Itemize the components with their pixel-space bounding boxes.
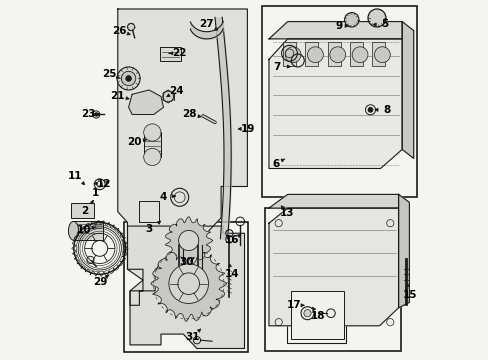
Bar <box>143 132 161 157</box>
Text: 5: 5 <box>381 19 388 30</box>
Polygon shape <box>268 22 401 39</box>
Text: 1: 1 <box>91 188 99 198</box>
Text: 13: 13 <box>279 208 294 218</box>
Polygon shape <box>401 22 413 158</box>
Circle shape <box>94 113 98 116</box>
Text: 22: 22 <box>171 48 186 58</box>
Text: 27: 27 <box>199 19 214 30</box>
Bar <box>71 203 94 218</box>
Text: 9: 9 <box>335 21 342 31</box>
Circle shape <box>117 67 140 90</box>
Bar <box>139 201 159 222</box>
Bar <box>123 222 247 352</box>
Text: 30: 30 <box>179 257 193 267</box>
Text: 7: 7 <box>273 62 281 72</box>
Text: 12: 12 <box>97 179 111 189</box>
Text: 17: 17 <box>286 300 301 310</box>
Text: 10: 10 <box>77 225 91 235</box>
Circle shape <box>125 76 131 81</box>
Text: 8: 8 <box>382 105 389 115</box>
Polygon shape <box>127 226 244 348</box>
Text: 29: 29 <box>93 276 107 287</box>
Polygon shape <box>398 194 408 308</box>
Text: 25: 25 <box>102 69 117 79</box>
Polygon shape <box>268 208 398 326</box>
Text: 16: 16 <box>224 235 239 246</box>
Circle shape <box>127 23 134 31</box>
Circle shape <box>121 71 136 86</box>
Circle shape <box>178 230 199 251</box>
Circle shape <box>367 9 385 27</box>
Polygon shape <box>268 194 398 208</box>
Text: 21: 21 <box>110 91 125 102</box>
Circle shape <box>307 47 323 63</box>
Bar <box>349 42 362 66</box>
Bar <box>160 47 181 61</box>
Ellipse shape <box>68 221 79 240</box>
Circle shape <box>351 47 367 63</box>
Bar <box>265 208 400 351</box>
Text: 26: 26 <box>112 26 126 36</box>
Text: 23: 23 <box>81 109 95 120</box>
Text: 3: 3 <box>145 224 152 234</box>
Circle shape <box>367 107 372 112</box>
Text: 20: 20 <box>127 137 142 147</box>
Bar <box>290 291 343 339</box>
Bar <box>305 42 318 66</box>
Text: 6: 6 <box>272 159 279 169</box>
Circle shape <box>303 310 310 317</box>
Text: 14: 14 <box>224 269 239 279</box>
Circle shape <box>329 47 345 63</box>
Circle shape <box>374 47 389 63</box>
Circle shape <box>285 47 301 63</box>
Circle shape <box>143 148 161 166</box>
Circle shape <box>143 124 161 141</box>
Polygon shape <box>165 217 212 264</box>
Bar <box>286 287 346 343</box>
Bar <box>261 6 416 197</box>
Text: 31: 31 <box>184 332 199 342</box>
Bar <box>327 42 340 66</box>
Text: 15: 15 <box>402 290 416 300</box>
Bar <box>371 42 385 66</box>
Text: 24: 24 <box>168 86 183 96</box>
Circle shape <box>344 13 358 27</box>
Text: 11: 11 <box>68 171 82 181</box>
Circle shape <box>168 264 208 303</box>
Polygon shape <box>128 90 163 114</box>
Text: 28: 28 <box>182 109 197 120</box>
Bar <box>283 42 295 66</box>
Text: 2: 2 <box>81 206 88 216</box>
Bar <box>73 221 103 240</box>
Text: 19: 19 <box>241 124 255 134</box>
Text: 4: 4 <box>160 192 167 202</box>
Circle shape <box>163 91 173 102</box>
Polygon shape <box>151 246 226 321</box>
Text: 18: 18 <box>310 311 325 321</box>
Polygon shape <box>118 9 247 305</box>
Polygon shape <box>268 39 401 168</box>
